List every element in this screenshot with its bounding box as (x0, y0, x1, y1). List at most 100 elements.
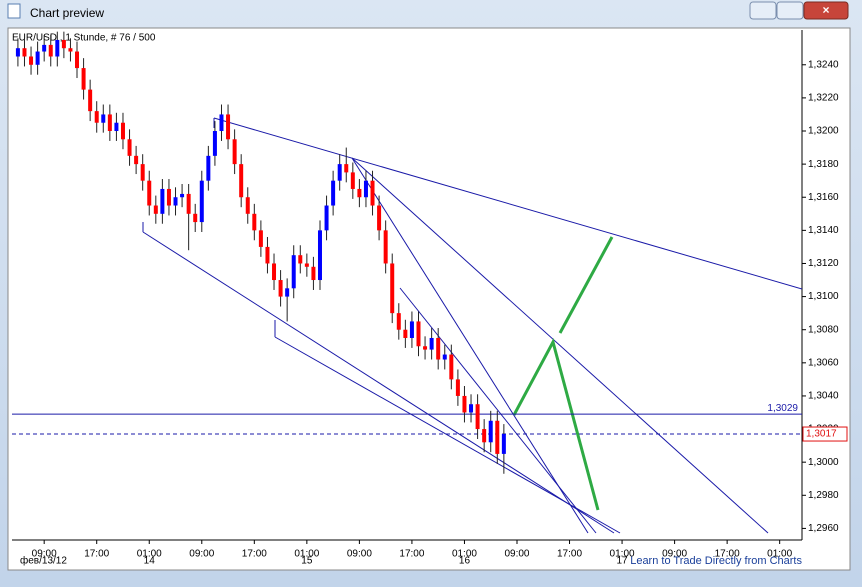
candle-body (15, 48, 20, 57)
candle-body (258, 230, 263, 247)
candle-body (469, 404, 474, 413)
y-tick-label: 1,3040 (808, 391, 839, 402)
candle-body (114, 122, 119, 132)
y-tick-label: 1,3180 (808, 159, 839, 170)
candle-body (94, 111, 99, 123)
y-tick-label: 1,3060 (808, 357, 839, 368)
candle-body (61, 39, 66, 49)
price-label: 1,3017 (806, 429, 837, 440)
y-tick-label: 1,3220 (808, 93, 839, 104)
x-tick-label: 17:00 (557, 549, 582, 560)
y-tick-label: 1,3200 (808, 126, 839, 137)
y-tick-label: 1,3160 (808, 192, 839, 203)
candle-body (81, 68, 86, 90)
date-label: фев/13/12 (20, 555, 67, 567)
close-button[interactable] (803, 1, 849, 20)
candle-body (298, 255, 303, 264)
date-label: 14 (144, 556, 156, 567)
candle-body (35, 51, 40, 65)
x-tick-label: 01:00 (452, 549, 477, 560)
candle-body (396, 313, 401, 330)
candle-body (357, 188, 362, 198)
x-tick-label: 17:00 (399, 549, 424, 560)
candle-body (265, 246, 270, 264)
candle-body (423, 346, 428, 350)
candle-body (462, 395, 467, 413)
candle-body (475, 404, 480, 430)
candle-body (173, 197, 178, 206)
candle-body (304, 263, 309, 267)
candles (15, 31, 506, 474)
candle-body (166, 188, 171, 206)
candle-body (442, 354, 447, 360)
candle-body (285, 288, 290, 297)
candle-body (488, 420, 493, 443)
trend-line (213, 117, 802, 290)
x-tick-label: 17:00 (715, 549, 740, 560)
maximize-button[interactable] (776, 1, 804, 20)
candle-body (291, 255, 296, 289)
candle-body (317, 230, 322, 281)
date-label: 16 (459, 556, 471, 567)
x-tick-label: 01:00 (137, 549, 162, 560)
forecast-line (512, 337, 600, 511)
candle-body (245, 197, 250, 214)
candle-body (495, 420, 500, 454)
chart-area (7, 27, 851, 571)
trend-line (142, 231, 615, 534)
candle-body (455, 379, 460, 396)
trade-link[interactable]: Learn to Trade Directly from Charts (630, 555, 802, 567)
candle-body (120, 122, 125, 140)
x-tick-label: 09:00 (32, 549, 57, 560)
close-icon: × (822, 3, 829, 17)
forecast-lines (512, 236, 614, 511)
candle-body (377, 205, 382, 231)
candle-body (344, 164, 349, 173)
candle-body (186, 193, 191, 214)
forecast-line (558, 236, 614, 334)
candle-body (337, 164, 342, 181)
candle-body (153, 205, 158, 214)
candle-body (42, 44, 47, 52)
x-tick-label: 01:00 (294, 549, 319, 560)
price-box (802, 426, 848, 442)
y-tick-label: 1,3100 (808, 291, 839, 302)
candle-body (160, 188, 165, 214)
candle-body (88, 89, 93, 112)
candle-body (199, 180, 204, 223)
trend-line (399, 287, 597, 534)
candle-body (206, 155, 211, 181)
window-icon (7, 3, 21, 19)
x-tick-label: 01:00 (767, 549, 792, 560)
candle-body (363, 180, 368, 198)
x-tick-label: 09:00 (189, 549, 214, 560)
y-tick-label: 1,3120 (808, 258, 839, 269)
x-tick-label: 09:00 (504, 549, 529, 560)
candle-body (429, 337, 434, 350)
candle-body (449, 354, 454, 380)
date-label: 17 (617, 556, 629, 567)
minimize-button[interactable] (749, 1, 777, 20)
candle-body (409, 321, 414, 338)
candle-body (232, 139, 237, 165)
candle-body (239, 164, 244, 198)
x-tick-label: 17:00 (242, 549, 267, 560)
candle-body (482, 429, 487, 443)
candle-body (147, 180, 152, 206)
candle-body (107, 114, 112, 132)
candle-body (55, 39, 60, 57)
x-tick-label: 17:00 (84, 549, 109, 560)
y-tick-label: 1,3240 (808, 59, 839, 70)
x-tick-label: 09:00 (347, 549, 372, 560)
candle-body (324, 205, 329, 231)
trend-lines (142, 117, 802, 534)
candle-body (501, 434, 506, 454)
candle-body (311, 266, 316, 281)
candle-body (370, 180, 375, 206)
candle-body (193, 213, 198, 223)
candle-body (278, 280, 283, 297)
y-tick-label: 1,3140 (808, 225, 839, 236)
candle-body (140, 164, 145, 181)
